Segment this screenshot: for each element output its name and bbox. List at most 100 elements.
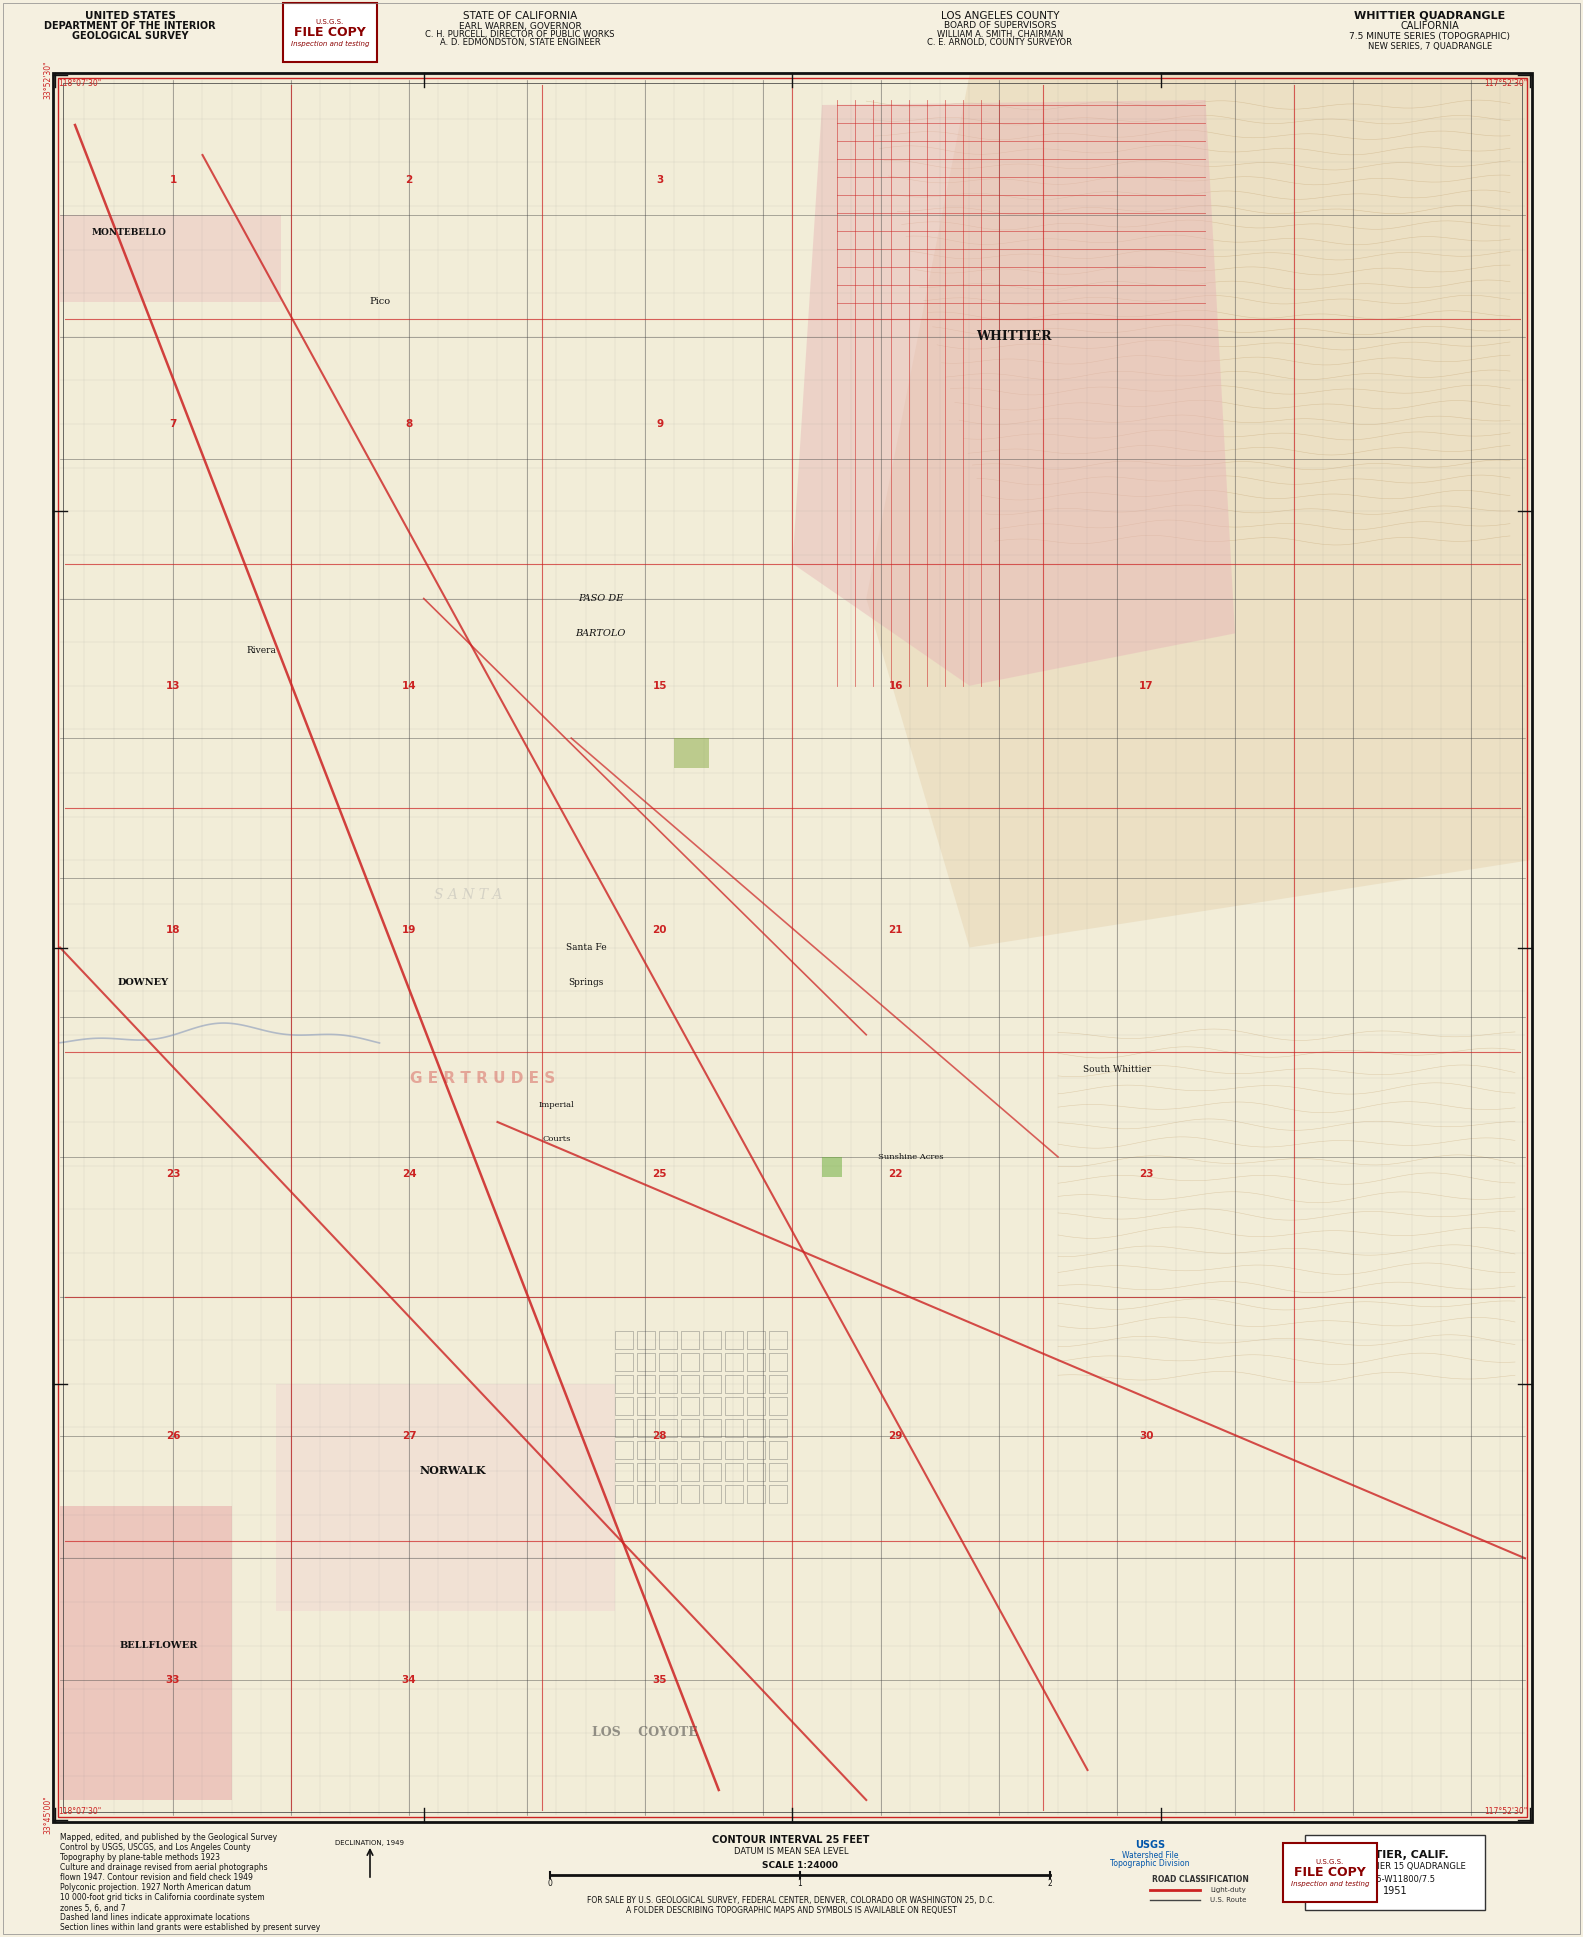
Text: PASO DE: PASO DE (578, 595, 624, 602)
Text: USGS: USGS (1135, 1840, 1165, 1850)
Text: 3: 3 (655, 174, 663, 184)
Bar (725, 1420, 744, 1437)
Text: 0: 0 (548, 1879, 552, 1887)
Text: LOS ANGELES COUNTY: LOS ANGELES COUNTY (940, 12, 1059, 21)
Bar (660, 1331, 678, 1350)
Bar (769, 1375, 787, 1393)
Bar (725, 1441, 744, 1459)
Text: zones 5, 6, and 7: zones 5, 6, and 7 (60, 1904, 125, 1912)
Text: Springs: Springs (568, 978, 603, 986)
Text: CONTOUR INTERVAL 25 FEET: CONTOUR INTERVAL 25 FEET (712, 1834, 869, 1846)
Text: 1: 1 (169, 174, 177, 184)
Text: BARTOLO: BARTOLO (576, 630, 625, 637)
Text: 27: 27 (402, 1431, 416, 1441)
Bar (725, 1354, 744, 1371)
Text: Pico: Pico (369, 298, 389, 306)
Bar (747, 1420, 766, 1437)
Bar (703, 1397, 722, 1416)
Polygon shape (793, 101, 1235, 686)
Text: UNITED STATES: UNITED STATES (84, 12, 176, 21)
Text: CALIFORNIA: CALIFORNIA (1401, 21, 1460, 31)
Text: 26: 26 (166, 1431, 180, 1441)
Text: A. D. EDMONDSTON, STATE ENGINEER: A. D. EDMONDSTON, STATE ENGINEER (440, 37, 600, 46)
Text: FILE COPY: FILE COPY (294, 27, 366, 39)
Text: U.S. Route: U.S. Route (1209, 1896, 1246, 1902)
Bar (682, 1486, 700, 1503)
Bar (703, 1375, 722, 1393)
Bar (725, 1375, 744, 1393)
Text: GEOLOGICAL SURVEY: GEOLOGICAL SURVEY (71, 31, 188, 41)
Text: 1951: 1951 (1382, 1887, 1407, 1896)
Text: 35: 35 (652, 1676, 666, 1685)
Bar (769, 1441, 787, 1459)
Bar (769, 1420, 787, 1437)
Text: WHITTIER: WHITTIER (977, 329, 1051, 343)
Bar (660, 1441, 678, 1459)
Bar (616, 1420, 633, 1437)
Text: Mapped, edited, and published by the Geological Survey: Mapped, edited, and published by the Geo… (60, 1834, 277, 1842)
Bar (725, 1462, 744, 1482)
Bar (616, 1486, 633, 1503)
Bar (682, 1354, 700, 1371)
Bar (660, 1462, 678, 1482)
Text: 18: 18 (166, 926, 180, 936)
Text: BOARD OF SUPERVISORS: BOARD OF SUPERVISORS (943, 21, 1056, 31)
Text: DOWNEY: DOWNEY (119, 978, 169, 986)
Bar (638, 1331, 655, 1350)
Text: Inspection and testing: Inspection and testing (1290, 1881, 1369, 1887)
Bar (660, 1397, 678, 1416)
Text: 30: 30 (1140, 1431, 1154, 1441)
Bar (674, 738, 709, 769)
Text: G E R T R U D E S: G E R T R U D E S (410, 1071, 556, 1087)
Bar (769, 1331, 787, 1350)
Text: Imperial: Imperial (538, 1100, 575, 1108)
Bar (638, 1441, 655, 1459)
Bar (638, 1397, 655, 1416)
Bar (769, 1354, 787, 1371)
Bar (638, 1375, 655, 1393)
Text: DECLINATION, 1949: DECLINATION, 1949 (336, 1840, 405, 1846)
Text: Dashed land lines indicate approximate locations: Dashed land lines indicate approximate l… (60, 1914, 250, 1923)
Bar (747, 1462, 766, 1482)
Bar (638, 1420, 655, 1437)
Text: Light-duty: Light-duty (1209, 1887, 1246, 1892)
Text: Watershed File: Watershed File (1122, 1850, 1178, 1860)
Text: 19: 19 (402, 926, 416, 936)
Bar (660, 1354, 678, 1371)
Bar (638, 1486, 655, 1503)
FancyBboxPatch shape (283, 4, 377, 62)
Text: C. H. PURCELL, DIRECTOR OF PUBLIC WORKS: C. H. PURCELL, DIRECTOR OF PUBLIC WORKS (426, 29, 614, 39)
Bar (822, 1156, 842, 1178)
Text: 118°07'30": 118°07'30" (59, 1807, 101, 1817)
Text: DATUM IS MEAN SEA LEVEL: DATUM IS MEAN SEA LEVEL (735, 1848, 848, 1856)
Text: NW/4 WHITTIER 15 QUADRANGLE: NW/4 WHITTIER 15 QUADRANGLE (1325, 1863, 1466, 1871)
Text: 15: 15 (652, 680, 666, 692)
Text: Section lines within land grants were established by present survey: Section lines within land grants were es… (60, 1923, 320, 1933)
Text: 33°45'00": 33°45'00" (43, 1796, 52, 1834)
Text: Santa Fe: Santa Fe (565, 943, 606, 951)
Bar (747, 1354, 766, 1371)
Bar (747, 1441, 766, 1459)
Bar (660, 1486, 678, 1503)
Text: 118°07'30": 118°07'30" (59, 79, 101, 87)
Bar (769, 1462, 787, 1482)
Text: 16: 16 (888, 680, 902, 692)
Text: FILE COPY: FILE COPY (1295, 1867, 1366, 1879)
Bar (725, 1486, 744, 1503)
Text: FOR SALE BY U.S. GEOLOGICAL SURVEY, FEDERAL CENTER, DENVER, COLORADO OR WASHINGT: FOR SALE BY U.S. GEOLOGICAL SURVEY, FEDE… (587, 1896, 996, 1904)
Bar (725, 1331, 744, 1350)
Bar (616, 1354, 633, 1371)
Text: 28: 28 (652, 1431, 666, 1441)
Text: 14: 14 (402, 680, 416, 692)
Bar (682, 1375, 700, 1393)
Bar (638, 1354, 655, 1371)
Text: S A N T A: S A N T A (434, 889, 502, 903)
Bar (60, 215, 282, 302)
Text: A FOLDER DESCRIBING TOPOGRAPHIC MAPS AND SYMBOLS IS AVAILABLE ON REQUEST: A FOLDER DESCRIBING TOPOGRAPHIC MAPS AND… (625, 1906, 956, 1914)
Bar (63, 83, 1521, 1811)
Bar (59, 77, 1528, 1817)
Text: 25: 25 (652, 1170, 666, 1180)
FancyBboxPatch shape (1282, 1842, 1377, 1902)
Text: 22: 22 (888, 1170, 902, 1180)
Bar (703, 1462, 722, 1482)
